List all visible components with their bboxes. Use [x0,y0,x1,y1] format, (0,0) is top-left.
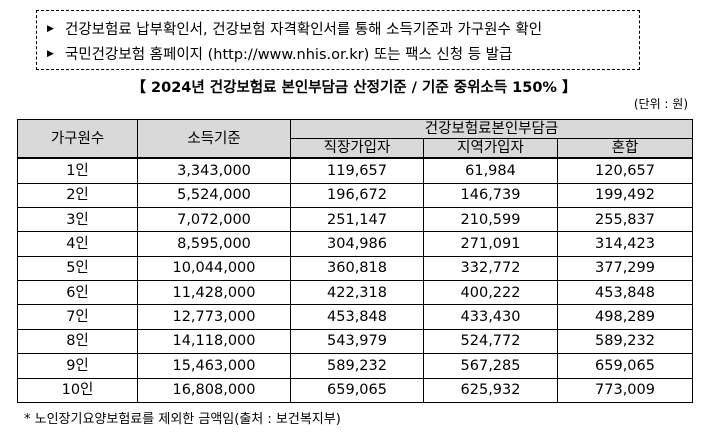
header-regional: 지역가입자 [423,138,558,159]
table-row: 1인 3,343,000 119,657 61,984 120,657 [17,156,694,184]
table-row: 7인 12,773,000 453,848 433,430 498,289 [17,304,694,330]
cell-mixed: 659,065 [556,353,694,379]
footnote: * 노인장기요양보험료를 제외한 금액임(출처 : 보건복지부) [24,412,341,427]
cell-workplace: 659,065 [290,377,424,404]
table-row: 5인 10,044,000 360,818 332,772 377,299 [17,255,694,282]
cell-mixed: 453,848 [556,280,694,306]
premium-table: 가구원수 소득기준 건강보험료본인부담금 직장가입자 지역가입자 혼합 1인 3… [17,119,694,404]
header-row: 가구원수 소득기준 건강보험료본인부담금 [17,119,694,159]
cell-income: 5,524,000 [137,182,291,208]
header-mixed: 혼합 [556,138,694,159]
cell-regional: 61,984 [423,156,558,184]
cell-regional: 567,285 [423,353,558,379]
header-income: 소득기준 [137,119,291,159]
cell-workplace: 119,657 [290,156,424,184]
cell-income: 15,463,000 [137,353,291,379]
cell-household: 6인 [17,280,138,306]
table-row: 2인 5,524,000 196,672 146,739 199,492 [17,182,694,208]
cell-household: 1인 [17,156,138,184]
table-title: 【 2024년 건강보험료 본인부담금 산정기준 / 기준 중위소득 150% … [131,80,577,96]
cell-regional: 146,739 [423,182,558,208]
header-premium-group: 건강보험료본인부담금 [289,119,694,139]
cell-income: 11,428,000 [137,280,291,306]
cell-income: 16,808,000 [137,377,291,404]
cell-income: 7,072,000 [137,206,291,233]
cell-income: 12,773,000 [137,304,291,330]
cell-mixed: 255,837 [556,206,694,233]
header-workplace: 직장가입자 [290,138,424,159]
cell-mixed: 377,299 [556,255,694,282]
table-row: 6인 11,428,000 422,318 400,222 453,848 [17,280,694,306]
cell-household: 3인 [17,206,138,233]
cell-regional: 524,772 [423,328,558,355]
cell-household: 8인 [17,328,138,355]
cell-mixed: 498,289 [556,304,694,330]
cell-workplace: 360,818 [290,255,424,282]
cell-income: 10,044,000 [137,255,291,282]
cell-workplace: 453,848 [290,304,424,330]
cell-income: 8,595,000 [137,231,291,257]
cell-mixed: 314,423 [556,231,694,257]
header-subrow: 직장가입자 지역가입자 혼합 [18,138,694,159]
table-row: 8인 14,118,000 543,979 524,772 589,232 [17,328,694,355]
notice-box: ▶ 건강보험료 납부확인서, 건강보험 자격확인서를 통해 소득기준과 가구원수… [36,10,640,70]
cell-workplace: 589,232 [290,353,424,379]
table-row: 4인 8,595,000 304,986 271,091 314,423 [17,231,694,257]
table-row: 3인 7,072,000 251,147 210,599 255,837 [17,206,694,233]
table-row: 10인 16,808,000 659,065 625,932 773,009 [17,377,694,404]
cell-workplace: 196,672 [290,182,424,208]
triangle-bullet-icon: ▶ [47,48,54,59]
cell-workplace: 304,986 [290,231,424,257]
header-household: 가구원수 [17,119,138,159]
notice-line: ▶ 건강보험료 납부확인서, 건강보험 자격확인서를 통해 소득기준과 가구원수… [47,16,639,41]
triangle-bullet-icon: ▶ [47,23,54,34]
cell-income: 3,343,000 [137,156,291,184]
cell-mixed: 589,232 [556,328,694,355]
cell-regional: 400,222 [423,280,558,306]
cell-income: 14,118,000 [137,328,291,355]
unit-label: (단위 : 원) [633,97,688,111]
cell-household: 7인 [17,304,138,330]
cell-household: 2인 [17,182,138,208]
cell-mixed: 199,492 [556,182,694,208]
notice-text: 건강보험료 납부확인서, 건강보험 자격확인서를 통해 소득기준과 가구원수 확… [65,22,543,38]
notice-line: ▶ 국민건강보험 홈페이지 (http://www.nhis.or.kr) 또는… [47,41,639,66]
cell-mixed: 773,009 [556,377,694,404]
cell-regional: 433,430 [423,304,558,330]
cell-household: 9인 [17,353,138,379]
cell-workplace: 422,318 [290,280,424,306]
cell-mixed: 120,657 [556,156,694,184]
cell-regional: 271,091 [423,231,558,257]
cell-household: 5인 [17,255,138,282]
cell-household: 4인 [17,231,138,257]
cell-workplace: 543,979 [290,328,424,355]
table-row: 9인 15,463,000 589,232 567,285 659,065 [17,353,694,379]
cell-regional: 332,772 [423,255,558,282]
notice-text: 국민건강보험 홈페이지 (http://www.nhis.or.kr) 또는 팩… [65,47,513,63]
cell-regional: 210,599 [423,206,558,233]
cell-household: 10인 [17,377,138,404]
cell-regional: 625,932 [423,377,558,404]
cell-workplace: 251,147 [290,206,424,233]
